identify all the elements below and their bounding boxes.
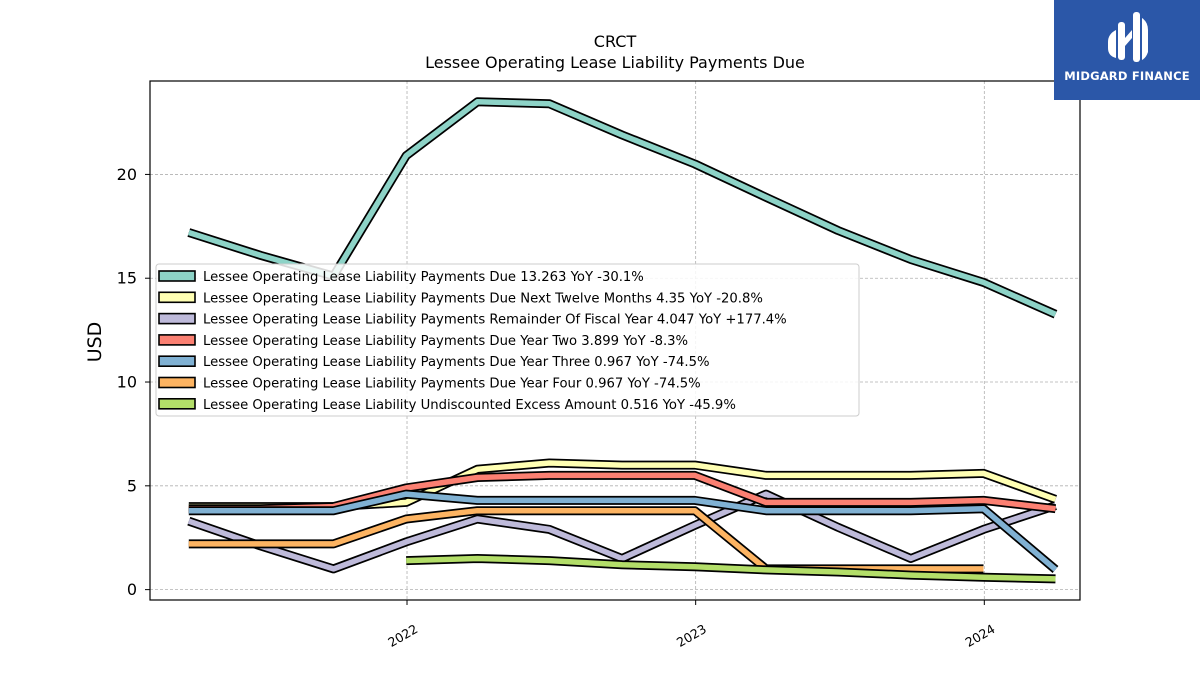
y-tick-label: 0 [127,580,137,599]
legend-item: Lessee Operating Lease Liability Payment… [158,312,787,328]
legend-swatch [158,334,196,346]
legend-label: Lessee Operating Lease Liability Payment… [203,377,701,392]
series-7 [406,554,1056,584]
y-tick-label: 20 [117,165,137,184]
plot-frame [149,80,1081,601]
y-tick-label: 10 [117,373,137,392]
chart-legend: Lessee Operating Lease Liability Payment… [155,263,860,417]
legend-label: Lessee Operating Lease Liability Payment… [203,270,644,285]
legend-swatch [158,312,196,325]
legend-swatch [158,291,196,304]
series-5 [188,489,1059,573]
y-axis-label: USD [84,322,106,363]
brand-name: MIDGARD FINANCE [1064,69,1190,83]
legend-swatch [158,376,196,389]
y-axis-ticks: 0 5 10 15 20 [117,165,150,599]
legend-label: Lessee Operating Lease Liability Payment… [203,334,688,349]
legend-item: Lessee Operating Lease Liability Payment… [158,291,763,306]
legend-swatch [158,397,196,410]
legend-label: Lessee Operating Lease Liability Payment… [203,313,787,328]
legend-swatch [158,270,196,282]
legend-label: Lessee Operating Lease Liability Payment… [203,355,710,370]
legend-label: Lessee Operating Lease Liability Payment… [203,291,763,306]
y-tick-label: 15 [117,269,137,288]
chart-subtitle: Lessee Operating Lease Liability Payment… [425,53,805,72]
legend-item: Lessee Operating Lease Liability Payment… [158,376,701,392]
series-line [406,555,1056,582]
series-line [187,491,1057,572]
midgard-logo-icon [1108,12,1148,62]
x-tick-label: 2023 [674,621,709,650]
legend-swatch [158,355,196,368]
legend-box [155,263,860,417]
x-tick-label: 2024 [963,621,998,650]
series-3 [187,489,1057,574]
legend-item: Lessee Operating Lease Liability Payment… [158,270,644,285]
chart-title: CRCT [594,32,637,51]
brand-logo: MIDGARD FINANCE [1054,0,1200,100]
legend-label: Lessee Operating Lease Liability Undisco… [203,398,736,413]
y-tick-label: 5 [127,476,137,495]
legend-item: Lessee Operating Lease Liability Undisco… [158,397,736,413]
x-axis-ticks: 2022 2023 2024 [385,600,998,650]
series-layer [187,97,1059,584]
x-tick-label: 2022 [385,621,420,650]
legend-item: Lessee Operating Lease Liability Payment… [158,355,710,370]
legend-item: Lessee Operating Lease Liability Payment… [158,334,688,349]
series-line [188,491,1058,572]
